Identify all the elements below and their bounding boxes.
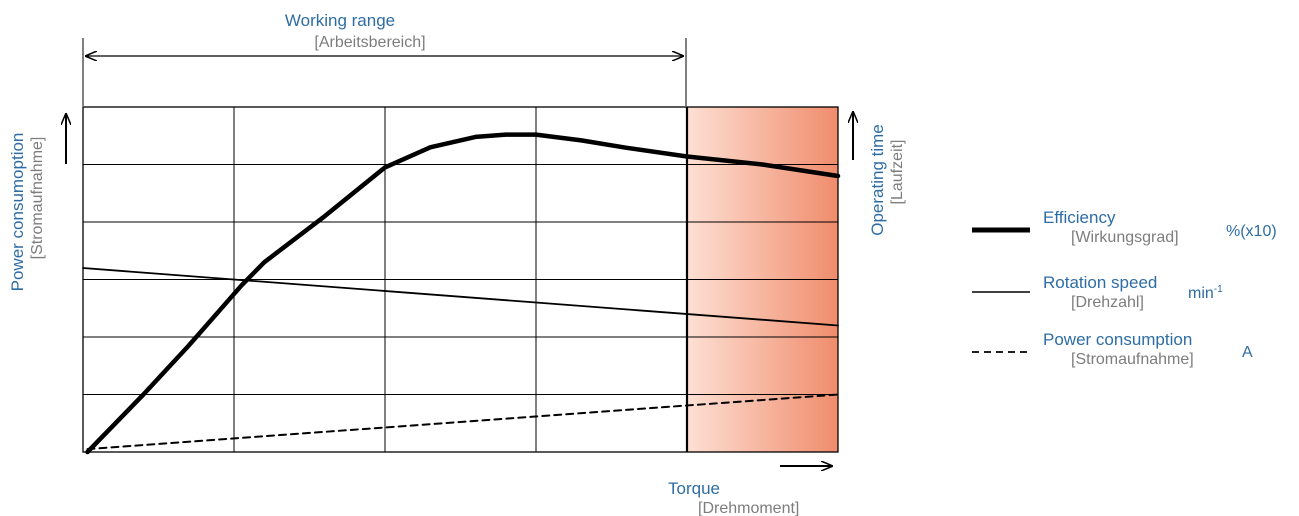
legend-label-efficiency: Efficiency (1043, 208, 1116, 227)
legend-label-power-consumption-de: [Stromaufnahme] (1071, 351, 1194, 368)
y-axis-left-label: Power consumoption (8, 133, 27, 292)
legend-unit-rotation-speed-base: min (1188, 285, 1214, 302)
plot-frame (82, 106, 839, 453)
legend: Efficiency [Wirkungsgrad] %(x10) Rotatio… (972, 208, 1277, 368)
x-axis-label-de: [Drehmoment] (698, 500, 799, 516)
y-axis-right-label: Operating time (868, 124, 887, 236)
grid (83, 107, 838, 452)
series-line-rotation-speed (82, 267, 839, 327)
legend-unit-power-consumption: A (1242, 344, 1253, 361)
legend-unit-rotation-speed-sup: -1 (1214, 284, 1223, 295)
legend-label-efficiency-de: [Wirkungsgrad] (1071, 229, 1179, 246)
series-group (82, 132, 841, 455)
chart-title: Working range (285, 11, 395, 30)
series-line-power-consumption (86, 393, 839, 451)
y-axis-right-label-de: [Laufzeit] (889, 140, 906, 205)
legend-unit-efficiency: %(x10) (1226, 223, 1277, 240)
y-axis-left-label-de: [Stromaufnahme] (29, 137, 46, 260)
chart-title-de: [Arbeitsbereich] (314, 34, 425, 51)
legend-label-rotation-speed: Rotation speed (1043, 273, 1157, 292)
legend-label-rotation-speed-de: [Drehzahl] (1071, 294, 1144, 311)
legend-label-power-consumption: Power consumption (1043, 330, 1192, 349)
legend-unit-rotation-speed: min-1 (1188, 284, 1223, 302)
x-axis-label: Torque (668, 479, 720, 498)
series-line-efficiency (85, 132, 841, 455)
